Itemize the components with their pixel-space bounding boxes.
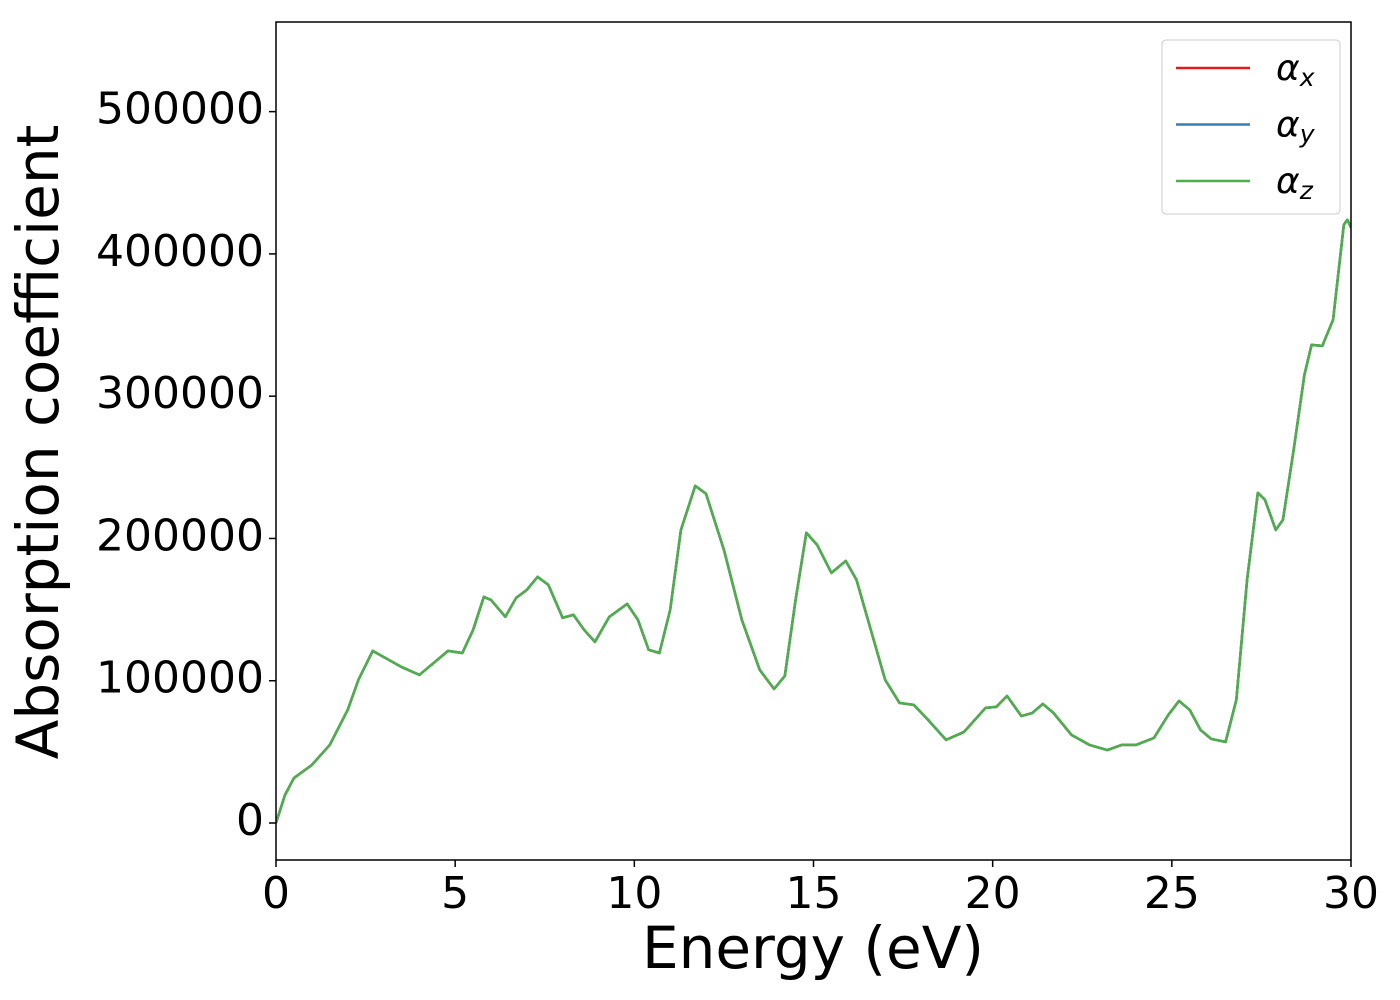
legend-box: [1161, 39, 1341, 215]
x-tick-label: 10: [606, 868, 662, 919]
series-line: [276, 218, 1351, 824]
series-line: [276, 218, 1351, 824]
x-tick-label: 0: [262, 868, 290, 919]
y-tick-label: 0: [236, 795, 264, 846]
x-tick-label: 20: [965, 868, 1021, 919]
y-tick-label: 200000: [96, 510, 264, 561]
legend-label: αy: [1276, 105, 1316, 149]
y-tick-label: 300000: [96, 368, 264, 419]
legend-label: αx: [1276, 48, 1315, 92]
y-tick-label: 400000: [96, 226, 264, 277]
x-tick-label: 15: [786, 868, 842, 919]
x-tick-label: 30: [1323, 868, 1379, 919]
x-tick-label: 5: [441, 868, 469, 919]
plot-frame: [275, 21, 1352, 861]
y-tick-label: 100000: [96, 653, 264, 704]
y-tick-label: 500000: [96, 84, 264, 135]
x-axis-label: Energy (eV): [642, 914, 984, 982]
legend-label: αz: [1276, 161, 1314, 205]
series-line: [276, 218, 1351, 824]
x-tick-label: 25: [1144, 868, 1200, 919]
y-axis-label: Absorption coefficient: [4, 125, 72, 760]
